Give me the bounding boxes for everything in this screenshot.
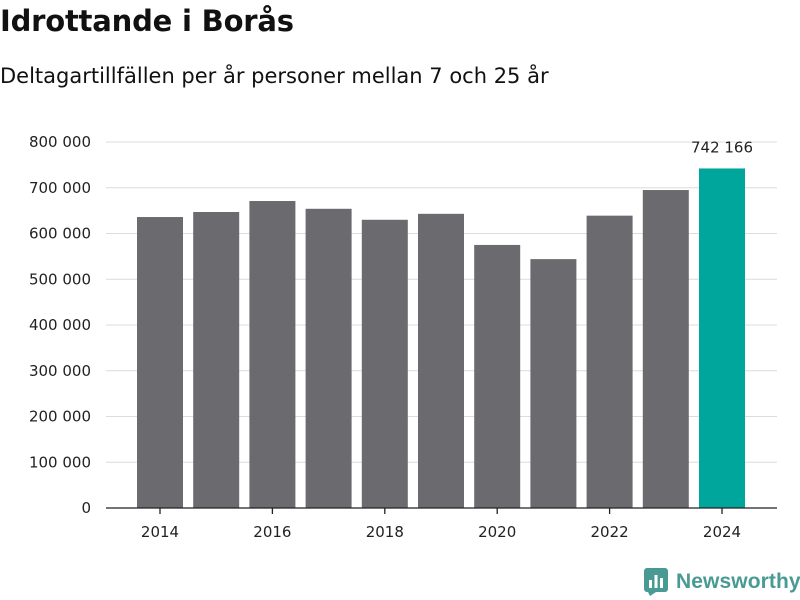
y-tick-label: 200 000 [29,408,91,426]
bar-2016 [249,201,296,508]
x-tick-label: 2014 [141,523,179,541]
x-tick-label: 2020 [478,523,516,541]
y-tick-label: 800 000 [29,133,91,151]
bar-2020 [474,244,521,508]
x-tick-label: 2022 [591,523,629,541]
bar-2015 [193,211,240,508]
bar-2022 [586,215,633,508]
bar-2024 [699,168,745,509]
bar-2023 [642,190,689,508]
y-tick-label: 500 000 [29,270,91,288]
newsworthy-logo-icon [644,568,668,596]
y-tick-label: 600 000 [29,225,91,243]
brand-logo: Newsworthy [644,568,800,596]
x-tick-label: 2016 [253,523,291,541]
y-tick-label: 100 000 [29,453,91,471]
x-tick-label: 2024 [703,523,741,541]
y-tick-label: 300 000 [29,362,91,380]
y-tick-label: 700 000 [29,179,91,197]
data-label-2024: 742 166 [691,138,753,156]
bar-2018 [361,219,408,508]
x-tick-label: 2018 [366,523,404,541]
bar-2019 [418,213,464,508]
y-tick-label: 0 [81,499,91,517]
chart-title: Idrottande i Borås [0,4,294,38]
bar-2017 [305,208,352,509]
chart-subtitle: Deltagartillfällen per år personer mella… [0,64,549,88]
bar-2021 [530,259,577,508]
y-tick-label: 400 000 [29,316,91,334]
brand-name: Newsworthy [676,570,800,593]
bar-2014 [137,217,183,508]
